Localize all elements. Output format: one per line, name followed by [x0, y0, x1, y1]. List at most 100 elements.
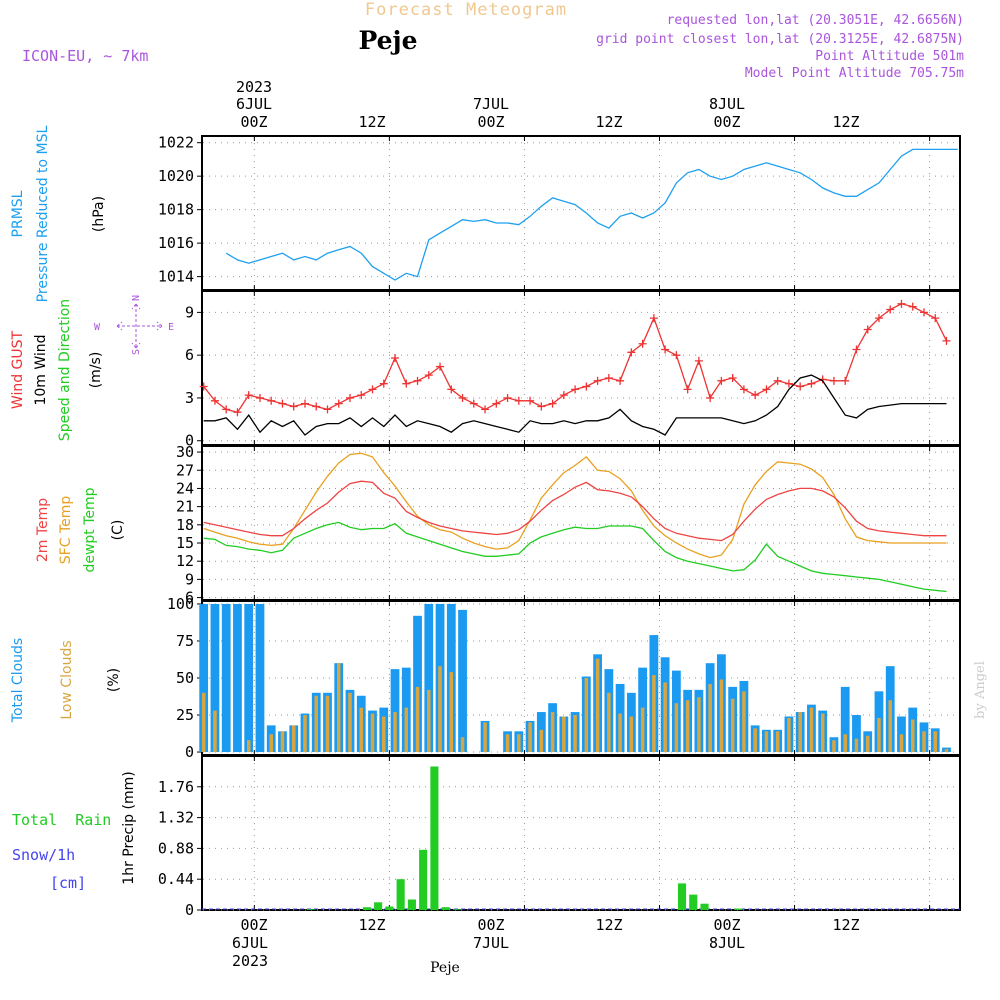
- gust-marker: [436, 362, 445, 371]
- low-cloud-bar: [291, 725, 296, 753]
- low-cloud-bar: [303, 715, 307, 753]
- low-cloud-bar: [865, 735, 870, 753]
- gust-marker: [863, 325, 872, 334]
- header-requested: requested lon,lat (20.3051E, 42.6656N): [667, 13, 964, 28]
- low-cloud-bar: [944, 749, 949, 753]
- compass-south: S: [131, 349, 142, 355]
- total-cloud-bar: [233, 603, 242, 753]
- precip-ylabel: 1hr Precip (mm): [121, 771, 137, 884]
- gust-marker: [503, 393, 512, 402]
- gust-marker: [661, 345, 670, 354]
- gust-marker: [379, 379, 388, 388]
- top-date-label: 8JUL: [709, 95, 745, 113]
- total-cloud-bar: [210, 603, 220, 753]
- low-cloud-bar: [550, 712, 555, 753]
- gust-marker: [908, 302, 917, 311]
- y-tick-label: 18: [176, 516, 194, 534]
- gust-line: [203, 303, 948, 413]
- low-cloud-bar: [910, 719, 915, 753]
- gust-marker: [300, 399, 309, 408]
- y-tick-label: 3: [185, 389, 194, 407]
- bottom-tick-label: 12Z: [832, 916, 859, 934]
- header-gridpoint: grid point closest lon,lat (20.3125E, 42…: [596, 32, 964, 47]
- total-cloud-bar: [413, 615, 422, 753]
- gust-marker: [739, 385, 748, 394]
- bottom-date-label: 7JUL: [473, 934, 509, 952]
- gust-marker: [469, 399, 478, 408]
- clouds-panel-label: Total Clouds Low Clouds (%): [10, 638, 122, 723]
- gust-marker: [874, 314, 883, 323]
- gust-marker: [368, 385, 377, 394]
- gust-marker: [751, 391, 760, 400]
- y-tick-label: 1.32: [158, 809, 194, 827]
- y-tick-label: 6: [185, 346, 194, 364]
- top-tick-label: 00Z: [477, 113, 504, 131]
- low-cloud-bar: [640, 707, 645, 753]
- gust-marker: [706, 393, 715, 402]
- total-cloud-bar: [458, 609, 467, 753]
- wind-panel-label: Wind GUST 10m Wind Speed and Direction (…: [10, 295, 174, 441]
- temp-label-2m: 2m Temp: [35, 498, 51, 562]
- low-cloud-bar: [438, 666, 442, 753]
- low-cloud-bar: [742, 691, 746, 753]
- pressure-unit: (hPa): [91, 196, 107, 232]
- pressure-label-desc: Pressure Reduced to MSL: [35, 125, 51, 302]
- low-cloud-bar: [517, 734, 521, 753]
- low-cloud-bar: [269, 734, 273, 753]
- header-model-altitude: Model Point Altitude 705.75m: [745, 66, 964, 81]
- panel-frame: [201, 445, 961, 601]
- top-tick-label: 00Z: [713, 113, 740, 131]
- gust-marker: [255, 393, 264, 402]
- low-cloud-bar: [820, 713, 825, 753]
- clouds-panel: 0 25 50 75 100: [167, 595, 961, 761]
- gust-marker: [897, 299, 906, 308]
- total-cloud-bar: [199, 603, 209, 753]
- bottom-time-axis: 00Z 12Z 00Z 12Z 00Z 12Z 6JUL 7JUL 8JUL 2…: [232, 916, 860, 970]
- rain-bar: [374, 902, 383, 910]
- gust-marker: [548, 399, 557, 408]
- top-date-label: 6JUL: [236, 95, 272, 113]
- bottom-tick-label: 00Z: [477, 916, 504, 934]
- gust-marker: [694, 356, 703, 365]
- top-tick-label: 00Z: [240, 113, 267, 131]
- watermark: by Angel: [973, 661, 988, 719]
- rain-bar: [306, 909, 315, 910]
- rain-bar: [677, 883, 687, 910]
- low-cloud-bar: [663, 682, 667, 753]
- low-cloud-bar: [854, 738, 859, 753]
- gust-marker: [278, 399, 287, 408]
- low-cloud-bar: [674, 703, 679, 753]
- temp-panel-label: 2m Temp SFC Temp dewpt Temp (C): [35, 487, 126, 572]
- rain-bar: [689, 894, 698, 910]
- y-tick-label: 0: [185, 432, 194, 450]
- clouds-unit: (%): [106, 668, 122, 692]
- gust-marker: [323, 405, 332, 414]
- low-cloud-bar: [584, 678, 589, 753]
- y-tick-label: 1.76: [158, 778, 194, 796]
- gust-marker: [931, 314, 940, 323]
- panel-frame: [201, 755, 961, 911]
- low-cloud-bar: [483, 722, 487, 753]
- precipitation-panel: 0 0.44 0.88 1.32 1.76: [158, 755, 961, 919]
- rain-bar: [385, 906, 394, 910]
- low-cloud-bar: [201, 692, 206, 753]
- y-tick-label: 12: [176, 552, 194, 570]
- low-cloud-bar: [460, 737, 465, 753]
- gust-marker: [616, 376, 625, 385]
- precip-panel-label: Total Rain Snow/1h [cm] 1hr Precip (mm): [12, 771, 137, 892]
- gust-marker: [807, 379, 816, 388]
- low-cloud-bar: [359, 707, 364, 753]
- low-cloud-bar: [382, 716, 386, 753]
- y-tick-label: 24: [176, 479, 194, 497]
- low-cloud-bar: [528, 722, 532, 753]
- y-tick-label: 1022: [158, 134, 194, 152]
- gust-marker: [492, 399, 501, 408]
- temp-unit: (C): [110, 520, 126, 541]
- y-tick-label: 0.88: [158, 839, 194, 857]
- low-cloud-bar: [393, 712, 397, 753]
- y-tick-label: 1016: [158, 234, 194, 252]
- gust-marker: [481, 405, 490, 414]
- gust-marker: [649, 314, 658, 323]
- header-location: Peje: [359, 26, 418, 55]
